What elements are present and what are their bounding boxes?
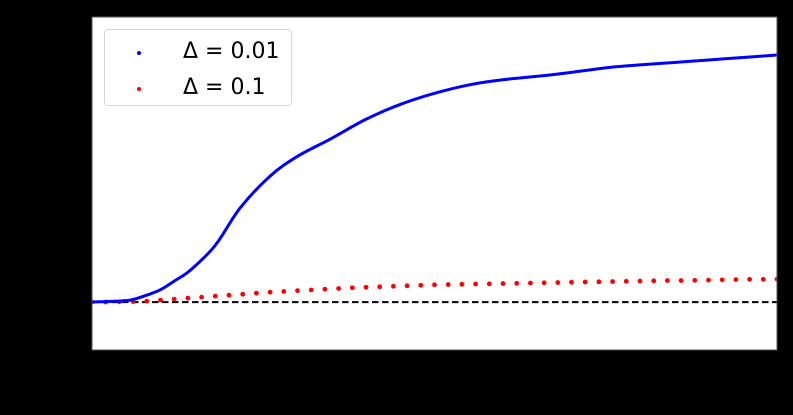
legend: Δ = 0.01 Δ = 0.1	[104, 29, 292, 106]
red-dot-marker-icon	[137, 87, 141, 91]
legend-label: Δ = 0.1	[183, 75, 266, 100]
legend-item-delta-0.01: Δ = 0.01	[105, 38, 291, 68]
blue-dot-marker-icon	[137, 51, 141, 55]
series-delta-0.1-dots	[92, 276, 777, 305]
legend-label: Δ = 0.01	[183, 39, 280, 64]
legend-item-delta-0.1: Δ = 0.1	[105, 74, 291, 104]
axes-frame	[91, 16, 778, 351]
series-delta-0.01-line	[92, 53, 777, 304]
series-layer	[92, 53, 777, 305]
